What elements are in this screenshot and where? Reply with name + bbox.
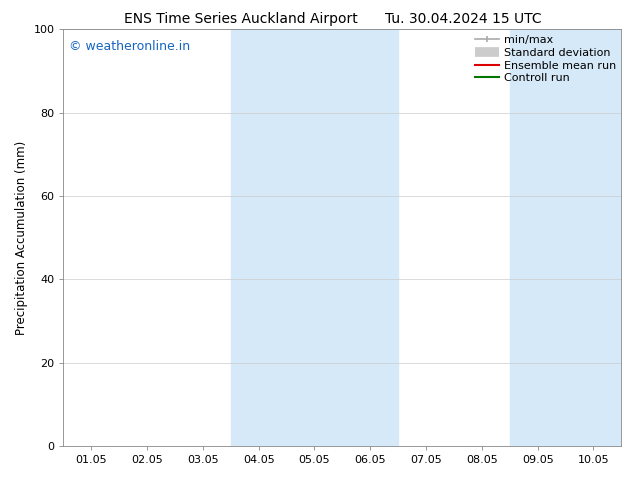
Text: Tu. 30.04.2024 15 UTC: Tu. 30.04.2024 15 UTC: [384, 12, 541, 26]
Legend: min/max, Standard deviation, Ensemble mean run, Controll run: min/max, Standard deviation, Ensemble me…: [472, 33, 618, 86]
Bar: [231, 29, 398, 446]
Text: © weatheronline.in: © weatheronline.in: [69, 40, 190, 53]
Bar: [510, 29, 634, 446]
Text: ENS Time Series Auckland Airport: ENS Time Series Auckland Airport: [124, 12, 358, 26]
Y-axis label: Precipitation Accumulation (mm): Precipitation Accumulation (mm): [15, 141, 28, 335]
